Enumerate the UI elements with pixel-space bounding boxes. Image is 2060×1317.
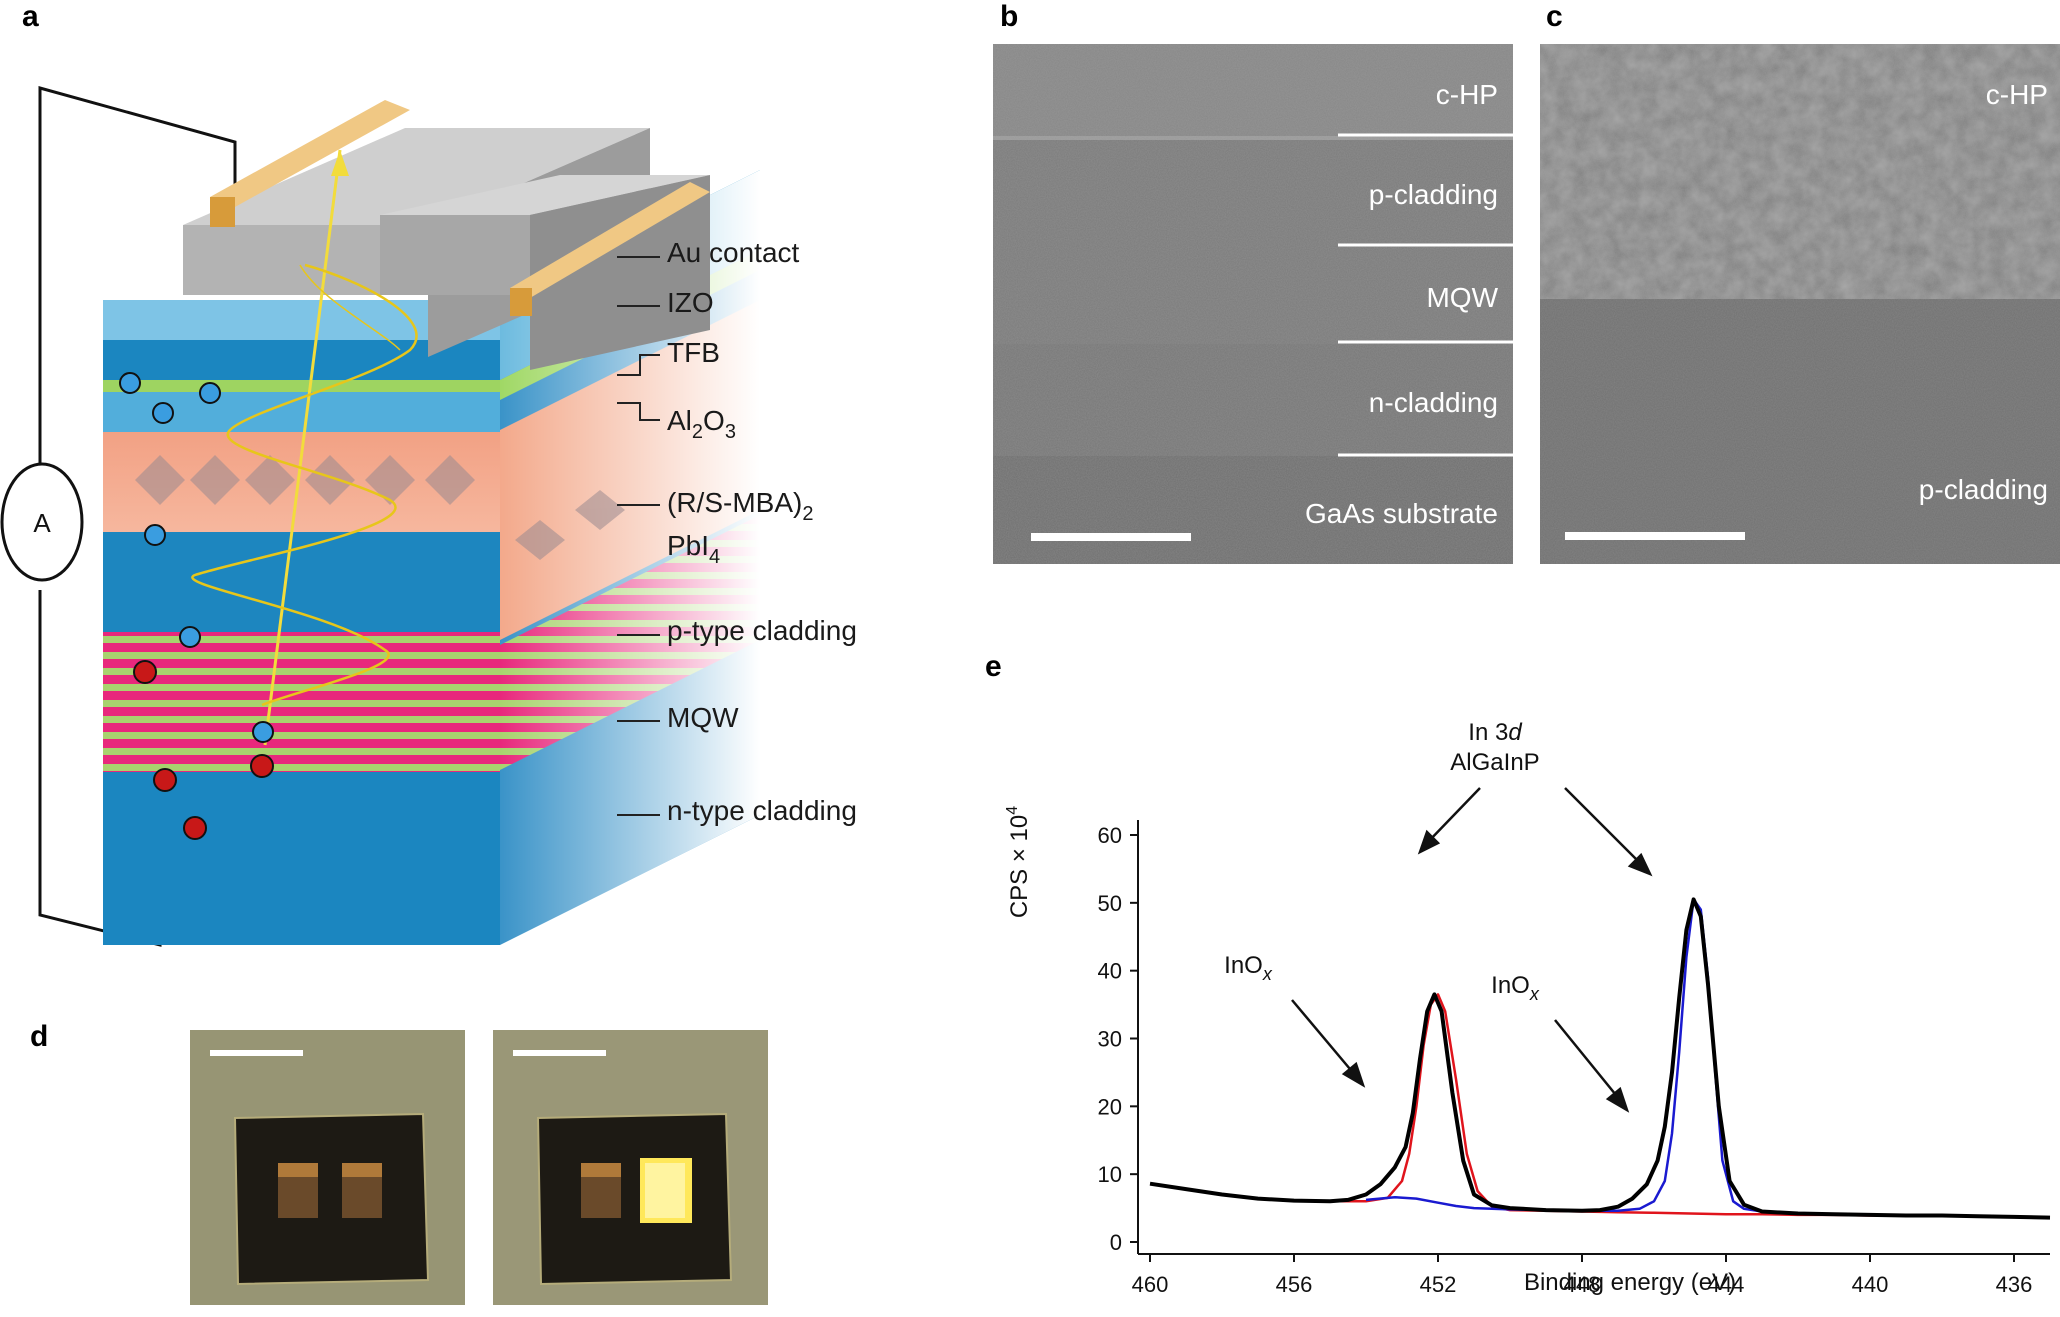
y-tick-label: 30 [1098, 1027, 1122, 1052]
arrowhead-in3d-right [1627, 852, 1653, 877]
label-n-type-cladding: n-type cladding [667, 795, 857, 826]
series-line-data [1149, 897, 2051, 1220]
annotation-inox-left-main: InO [1224, 952, 1263, 979]
annotation-arrows [1291, 787, 1653, 1113]
annotation-algainp: AlGaInP [1450, 749, 1539, 776]
spin-carriers [119, 372, 274, 840]
label-al2o3-al: Al [667, 405, 692, 436]
tem-image-c: c-HP p-cladding [1540, 44, 2060, 564]
y-tick-label: 60 [1098, 823, 1122, 848]
label-al2o3-o: O [703, 405, 725, 436]
y-tick-label: 50 [1098, 891, 1122, 916]
series-line-inox-fit-blue [1365, 898, 1835, 1216]
photo-device-off [190, 1030, 465, 1305]
x-tick-label: 452 [1420, 1272, 1457, 1297]
y-tick-label: 40 [1098, 959, 1122, 984]
label-p-type-cladding: p-type cladding [667, 615, 857, 646]
tem-c-label-chp: c-HP [1986, 79, 2048, 110]
y-tick-label: 20 [1098, 1094, 1122, 1119]
label-mba-main: (R/S-MBA) [667, 487, 802, 518]
x-tick-label: 448 [1564, 1272, 1601, 1297]
annotation-inox-left-sub: x [1262, 964, 1273, 984]
top-au-contacts [210, 100, 710, 316]
y-axis-label-text: CPS × 104 [1004, 806, 1033, 918]
y-axis-label: CPS × 104 [1004, 806, 1033, 918]
panel-label-e: e [985, 650, 1002, 683]
tem-b-label-p-cladding: p-cladding [1369, 179, 1498, 210]
label-pbi4-sub: 4 [709, 546, 720, 568]
label-mba: (R/S-MBA)2 [667, 487, 813, 525]
chart-annotations: In 3d AlGaInP InOx InOx [1224, 719, 1653, 1113]
label-au-contact: Au contact [667, 237, 800, 268]
label-pbi4-main: PbI [667, 530, 709, 561]
annotation-in3d: In 3d [1468, 719, 1522, 746]
tem-b-label-n-cladding: n-cladding [1369, 387, 1498, 418]
annotation-inox-right-sub: x [1529, 984, 1540, 1004]
tem-b-label-mqw: MQW [1426, 282, 1498, 313]
label-mba-sub: 2 [802, 503, 813, 525]
arrow-in3d-right [1564, 787, 1643, 866]
label-tfb: TFB [667, 337, 720, 368]
photo-device-on [493, 1030, 768, 1305]
annotation-inox-left: InOx [1224, 952, 1273, 984]
x-tick-label: 460 [1132, 1272, 1169, 1297]
y-axis-label-main: CPS × 10 [1006, 815, 1033, 918]
x-axis-label: Binding energy (eV) [1524, 1269, 1736, 1296]
x-tick-label: 440 [1852, 1272, 1889, 1297]
tem-b-dividers [1338, 133, 1513, 457]
tem-b-label-gaas: GaAs substrate [1305, 498, 1498, 529]
panel-label-d: d [30, 1020, 49, 1053]
arrowhead-inox-right [1605, 1086, 1630, 1113]
device-photos [190, 1030, 768, 1305]
panel-label-b: b [1000, 0, 1019, 33]
arrowhead-in3d-left [1417, 829, 1441, 855]
annotation-inox-right-main: InO [1491, 972, 1530, 999]
arrow-inox-right [1554, 1019, 1621, 1101]
label-al2o3: Al2O3 [667, 405, 736, 443]
y-tick-label: 10 [1098, 1162, 1122, 1187]
perovskite-lattice [135, 455, 625, 560]
label-leaders [617, 256, 660, 816]
arrow-inox-left [1291, 999, 1356, 1076]
label-al2o3-sub1: 2 [692, 421, 703, 443]
tem-b-scale-bar [1031, 533, 1191, 541]
arrowhead-inox-left [1341, 1061, 1366, 1088]
y-axis-label-sup: 4 [1004, 806, 1021, 815]
scale-bar-photo-1 [210, 1050, 303, 1056]
series-line-algainp-fit-red [1294, 993, 2051, 1219]
light-helix [191, 149, 418, 746]
ammeter: A [0, 462, 84, 582]
annotation-in3d-italic: d [1508, 719, 1522, 746]
scale-bar-photo-2 [513, 1050, 606, 1056]
label-mqw: MQW [667, 702, 739, 733]
annotation-in3d-text: In 3 [1468, 719, 1508, 746]
ammeter-label: A [33, 508, 51, 538]
tem-b-label-chp: c-HP [1436, 79, 1498, 110]
label-izo: IZO [667, 287, 714, 318]
label-pbi4: PbI4 [667, 530, 720, 568]
chart-series [1149, 897, 2051, 1220]
x-tick-label: 456 [1276, 1272, 1313, 1297]
xps-chart: 0 10 20 30 40 50 60 460 456 452 448 444 440 436 In 3d… [1004, 719, 2051, 1297]
y-tick-label: 0 [1110, 1230, 1122, 1255]
arrow-in3d-left [1426, 787, 1481, 844]
label-al2o3-sub2: 3 [725, 421, 736, 443]
tem-c-scale-bar [1565, 532, 1745, 540]
tem-image-b: c-HP p-cladding MQW n-cladding GaAs subs… [993, 44, 1513, 564]
annotation-inox-right: InOx [1491, 972, 1540, 1004]
x-tick-label: 444 [1708, 1272, 1745, 1297]
panel-label-a: a [22, 0, 39, 33]
tem-c-label-p-cladding: p-cladding [1919, 474, 2048, 505]
device-schematic: A [0, 86, 857, 947]
x-tick-label: 436 [1996, 1272, 2033, 1297]
panel-label-c: c [1546, 0, 1563, 33]
izo-block [183, 128, 710, 370]
chart-axes: 0 10 20 30 40 50 60 460 456 452 448 444 440 436 [1098, 820, 2050, 1297]
